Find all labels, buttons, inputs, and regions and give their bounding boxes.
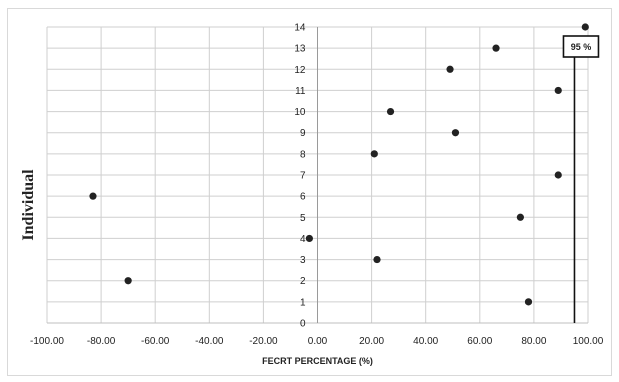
y-tick-label: 2	[300, 276, 306, 287]
x-tick-label: -20.00	[249, 336, 278, 347]
y-tick-label: 10	[294, 107, 306, 118]
data-point	[581, 23, 589, 31]
data-point	[386, 107, 395, 116]
x-tick-label: -80.00	[87, 336, 116, 347]
reference-label-box	[562, 35, 600, 58]
data-point	[451, 129, 460, 137]
reference-line-group: 95 %	[562, 35, 600, 323]
x-tick-label: 100.00	[573, 336, 604, 347]
y-tick-label: 0	[300, 319, 306, 330]
y-tick-label: 9	[300, 128, 306, 139]
x-tick-label: -40.00	[195, 336, 224, 347]
data-point	[492, 44, 500, 52]
data-point	[446, 65, 454, 73]
axes	[47, 27, 588, 324]
x-tick-label: 20.00	[359, 336, 384, 347]
y-tick-label: 1	[300, 297, 306, 308]
data-point	[516, 213, 524, 221]
y-tick-label: 14	[294, 23, 306, 34]
y-tick-label: 13	[294, 44, 306, 55]
x-axis-label: FECRT PERCENTAGE (%)	[262, 356, 373, 366]
data-point	[124, 277, 132, 285]
x-tick-labels: -100.00 -80.00 -60.00 -40.00 -20.00 0.00 20.00…	[30, 336, 604, 347]
x-tick-label: -60.00	[141, 336, 170, 347]
x-tick-label: 60.00	[467, 336, 492, 347]
y-tick-label: 11	[295, 86, 306, 97]
x-tick-label: 0.00	[308, 336, 328, 347]
x-tick-label: 40.00	[413, 336, 438, 347]
y-tick-label: 4	[300, 234, 306, 245]
data-point	[524, 298, 533, 306]
data-point	[89, 192, 97, 200]
y-tick-label: 5	[300, 213, 306, 224]
y-tick-label: 12	[294, 65, 306, 76]
data-point	[554, 171, 562, 179]
x-tick-label: 80.00	[521, 336, 546, 347]
data-points	[89, 23, 589, 306]
y-tick-label: 7	[300, 171, 306, 182]
y-tick-label: 3	[300, 255, 306, 266]
reference-label: 95 %	[571, 42, 592, 52]
data-point	[370, 150, 378, 158]
x-tick-label: -100.00	[30, 336, 64, 347]
chart-frame	[7, 8, 612, 376]
data-point	[373, 255, 381, 264]
data-point	[554, 86, 562, 95]
y-axis-label: Individual	[20, 169, 37, 241]
y-tick-label: 6	[300, 192, 306, 203]
data-point	[305, 234, 313, 243]
y-tick-label: 8	[300, 149, 306, 160]
